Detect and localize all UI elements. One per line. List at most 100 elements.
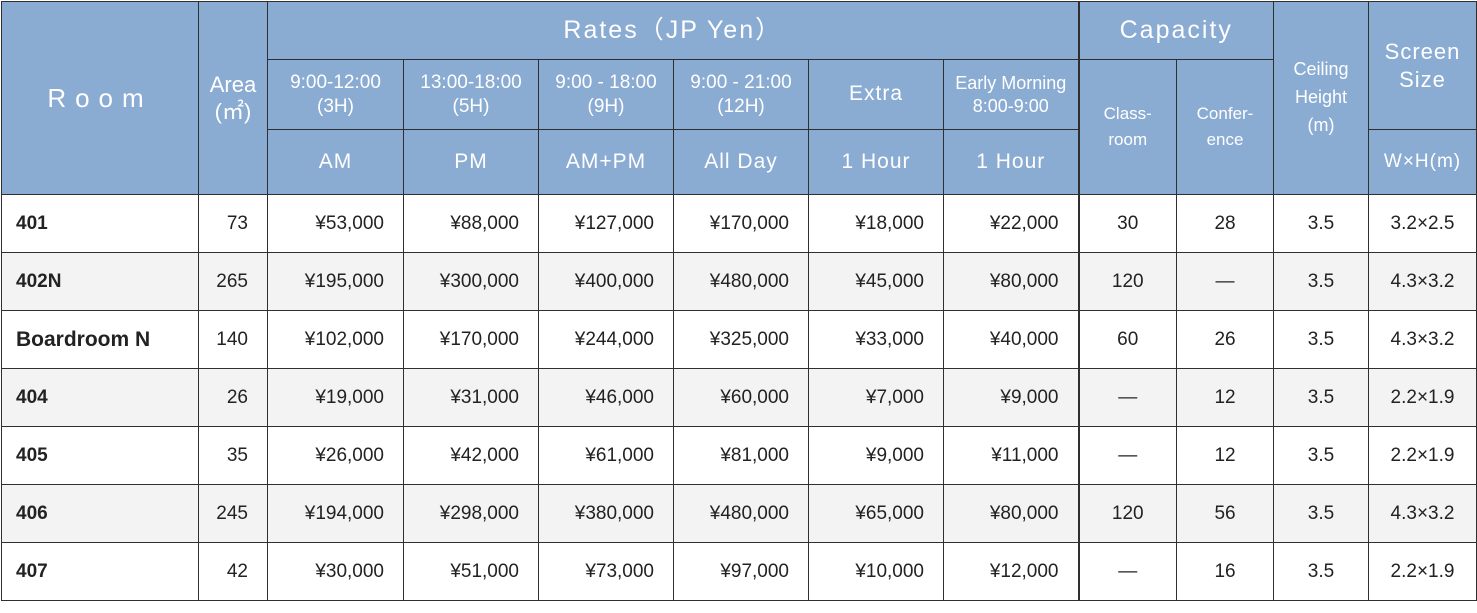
area-header: Area (㎡) [198, 1, 268, 195]
screen-size: 2.2×1.9 [1368, 368, 1477, 427]
pm-rate: ¥51,000 [403, 542, 539, 601]
pm-rate: ¥31,000 [403, 368, 539, 427]
time-slot-allday-range: 9:00 - 21:00 [690, 71, 792, 93]
ceiling-height: 3.5 [1273, 368, 1370, 427]
room-name: 401 [1, 194, 199, 253]
allday-rate: ¥480,000 [673, 484, 809, 543]
classroom-capacity: — [1077, 368, 1177, 427]
screen-unit-header: W×H(m) [1368, 129, 1477, 195]
pm-rate: ¥170,000 [403, 310, 539, 369]
screen-header-line-2: Size [1399, 66, 1446, 92]
early-rate: ¥40,000 [943, 310, 1079, 369]
ceiling-height-header: Ceiling Height (m) [1273, 1, 1370, 195]
am-rate: ¥30,000 [267, 542, 404, 601]
ceiling-height: 3.5 [1273, 484, 1370, 543]
classroom-capacity: 30 [1077, 194, 1177, 253]
classroom-header: Class- room [1077, 59, 1177, 195]
time-slot-early-range: 8:00-9:00 [972, 95, 1049, 116]
area-value: 140 [198, 310, 268, 369]
conference-capacity: 26 [1175, 310, 1275, 369]
early-rate: ¥9,000 [943, 368, 1079, 427]
ampm-rate: ¥46,000 [538, 368, 674, 427]
period-extra-hour: 1 Hour [808, 129, 944, 195]
conference-capacity: 12 [1175, 368, 1275, 427]
conference-capacity: 28 [1175, 194, 1275, 253]
conference-capacity: 16 [1175, 542, 1275, 601]
time-slot-am: 9:00-12:00 (3H) [267, 59, 404, 130]
allday-rate: ¥170,000 [673, 194, 809, 253]
classroom-header-line-2: room [1108, 130, 1148, 149]
time-slot-pm: 13:00-18:00 (5H) [403, 59, 539, 130]
table-row: 405 35 ¥26,000 ¥42,000 ¥61,000 ¥81,000 ¥… [1, 426, 1477, 485]
area-value: 265 [198, 252, 268, 311]
am-rate: ¥195,000 [267, 252, 404, 311]
allday-rate: ¥81,000 [673, 426, 809, 485]
conference-capacity: 56 [1175, 484, 1275, 543]
area-value: 245 [198, 484, 268, 543]
time-slot-early: Early Morning 8:00-9:00 [943, 59, 1079, 130]
early-rate: ¥80,000 [943, 252, 1079, 311]
capacity-header: Capacity [1077, 1, 1275, 60]
room-name: 406 [1, 484, 199, 543]
conference-header-line-2: ence [1206, 130, 1244, 149]
room-header: Room [1, 1, 199, 195]
time-slot-am-hours: (3H) [317, 95, 354, 117]
pm-rate: ¥88,000 [403, 194, 539, 253]
am-rate: ¥19,000 [267, 368, 404, 427]
ceiling-header-line-2: Height [1295, 87, 1348, 108]
ceiling-height: 3.5 [1273, 194, 1370, 253]
screen-header-line-1: Screen [1384, 39, 1461, 64]
classroom-capacity: — [1077, 542, 1177, 601]
ceiling-height: 3.5 [1273, 542, 1370, 601]
ceiling-height: 3.5 [1273, 426, 1370, 485]
area-value: 35 [198, 426, 268, 485]
am-rate: ¥194,000 [267, 484, 404, 543]
early-rate: ¥11,000 [943, 426, 1079, 485]
ampm-rate: ¥73,000 [538, 542, 674, 601]
ceiling-height: 3.5 [1273, 252, 1370, 311]
early-rate: ¥22,000 [943, 194, 1079, 253]
pm-rate: ¥300,000 [403, 252, 539, 311]
table-row: 404 26 ¥19,000 ¥31,000 ¥46,000 ¥60,000 ¥… [1, 368, 1477, 427]
conference-header-line-1: Confer- [1196, 103, 1254, 123]
pm-rate: ¥298,000 [403, 484, 539, 543]
time-slot-ampm: 9:00 - 18:00 (9H) [538, 59, 674, 130]
ampm-rate: ¥244,000 [538, 310, 674, 369]
early-rate: ¥80,000 [943, 484, 1079, 543]
classroom-capacity: — [1077, 426, 1177, 485]
room-name: 402N [1, 252, 199, 311]
time-slot-early-label: Early Morning [955, 73, 1067, 93]
room-name: Boardroom N [1, 310, 199, 369]
time-slot-allday-hours: (12H) [717, 95, 765, 117]
allday-rate: ¥325,000 [673, 310, 809, 369]
ampm-rate: ¥61,000 [538, 426, 674, 485]
screen-size: 4.3×3.2 [1368, 252, 1477, 311]
area-value: 26 [198, 368, 268, 427]
time-slot-pm-hours: (5H) [452, 95, 490, 117]
screen-size: 2.2×1.9 [1368, 542, 1477, 601]
period-allday: All Day [673, 129, 809, 195]
room-name: 404 [1, 368, 199, 427]
ampm-rate: ¥400,000 [538, 252, 674, 311]
ampm-rate: ¥380,000 [538, 484, 674, 543]
ceiling-header-unit: (m) [1307, 114, 1335, 135]
period-early-hour: 1 Hour [943, 129, 1079, 195]
conference-header: Confer- ence [1175, 59, 1275, 195]
time-slot-extra: Extra [808, 59, 944, 130]
am-rate: ¥26,000 [267, 426, 404, 485]
classroom-capacity: 120 [1077, 484, 1177, 543]
period-am: AM [267, 129, 404, 195]
extra-rate: ¥45,000 [808, 252, 944, 311]
screen-size-header: Screen Size [1368, 1, 1477, 130]
area-header-label: Area [209, 71, 257, 97]
am-rate: ¥53,000 [267, 194, 404, 253]
area-value: 73 [198, 194, 268, 253]
room-rates-table: Room Area (㎡) Rates（JP Yen） Capacity Cei… [1, 1, 1477, 601]
classroom-capacity: 120 [1077, 252, 1177, 311]
area-value: 42 [198, 542, 268, 601]
extra-rate: ¥33,000 [808, 310, 944, 369]
period-ampm: AM+PM [538, 129, 674, 195]
extra-rate: ¥10,000 [808, 542, 944, 601]
table-row: 407 42 ¥30,000 ¥51,000 ¥73,000 ¥97,000 ¥… [1, 542, 1477, 601]
allday-rate: ¥480,000 [673, 252, 809, 311]
